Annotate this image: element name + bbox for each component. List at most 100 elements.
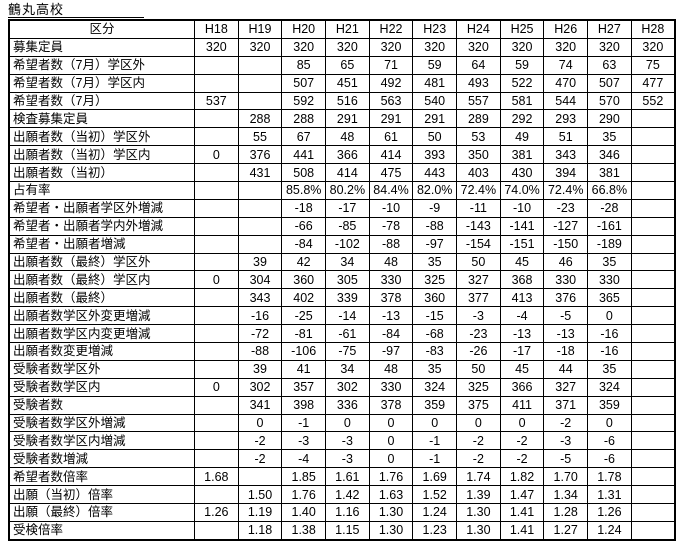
cell-value — [237, 73, 283, 93]
table-row: 受験者数 341 398 336 378 359 375 411 371 359 — [8, 395, 676, 415]
cell-value: 544 — [543, 91, 589, 111]
cell-value: 540 — [412, 91, 458, 111]
cell-value: -16 — [237, 306, 283, 326]
cell-value: -13 — [499, 324, 545, 344]
cell-value — [194, 73, 239, 93]
cell-value: 0 — [194, 145, 239, 165]
cell-value: 0 — [587, 413, 632, 433]
data-table: 区分 H18 H19 H20 H21 H22 H23 H24 H25 H26 H27 H28 募集定員… — [8, 19, 676, 541]
cell-value: 507 — [587, 73, 632, 93]
cell-value: 34 — [325, 359, 370, 379]
cell-value — [630, 431, 676, 451]
row-label: 希望者・出願者増減 — [8, 234, 195, 254]
sheet-title: 鶴丸高校 — [8, 2, 144, 18]
cell-value: 41 — [281, 359, 327, 379]
cell-value: 35 — [412, 359, 458, 379]
cell-value: 537 — [194, 91, 239, 111]
row-label: 受験者数学区内増減 — [8, 431, 195, 451]
cell-value: 85 — [281, 55, 327, 75]
cell-value: 1.26 — [587, 503, 632, 522]
cell-value: -2 — [499, 449, 545, 469]
cell-value: 381 — [499, 145, 545, 165]
cell-value: 75 — [630, 55, 676, 75]
cell-value: 1.30 — [368, 520, 414, 541]
cell-value: -189 — [587, 234, 632, 254]
table-row: 検査募集定員 288 288 291 291 291 289 292 293 290 — [8, 109, 676, 129]
cell-value — [630, 485, 676, 505]
table-row: 出願者数変更増減 -88 -106 -75 -97 -83 -26 -17 -18 -16 — [8, 342, 676, 361]
cell-value: 45 — [499, 252, 545, 272]
cell-value: 1.26 — [194, 503, 239, 522]
cell-value — [630, 288, 676, 308]
cell-value: 371 — [543, 395, 589, 415]
cell-value — [194, 359, 239, 379]
cell-value: 481 — [412, 73, 458, 93]
cell-value: 1.74 — [456, 467, 501, 487]
cell-value: 1.19 — [237, 503, 283, 522]
cell-value — [237, 234, 283, 254]
column-header-year: H20 — [281, 19, 327, 39]
cell-value: 411 — [499, 395, 545, 415]
cell-value: 55 — [237, 127, 283, 147]
cell-value: 1.24 — [587, 520, 632, 541]
cell-value: 39 — [237, 359, 283, 379]
cell-value: -151 — [499, 234, 545, 254]
column-header-category: 区分 — [8, 19, 195, 39]
cell-value: -4 — [499, 306, 545, 326]
cell-value: -16 — [587, 342, 632, 361]
cell-value: 1.30 — [368, 503, 414, 522]
cell-value — [630, 145, 676, 165]
cell-value: -3 — [543, 431, 589, 451]
cell-value: 1.42 — [325, 485, 370, 505]
column-header-year: H23 — [412, 19, 458, 39]
row-label: 出願者数（最終） — [8, 288, 195, 308]
cell-value: -17 — [325, 198, 370, 218]
cell-value: 1.68 — [194, 467, 239, 487]
cell-value — [237, 181, 283, 200]
cell-value: -1 — [281, 413, 327, 433]
cell-value: 1.41 — [499, 520, 545, 541]
cell-value: 304 — [237, 270, 283, 290]
cell-value: -78 — [368, 216, 414, 236]
cell-value: 581 — [499, 91, 545, 111]
cell-value: 0 — [368, 431, 414, 451]
table-row: 希望者・出願者学区外増減 -18 -17 -10 -9 -11 -10 -23 -28 — [8, 198, 676, 218]
cell-value: -127 — [543, 216, 589, 236]
column-header-year: H28 — [630, 19, 676, 39]
cell-value: 413 — [499, 288, 545, 308]
column-header-year: H24 — [456, 19, 501, 39]
cell-value — [630, 359, 676, 379]
cell-value: 1.38 — [281, 520, 327, 541]
cell-value: 360 — [412, 288, 458, 308]
cell-value: 302 — [325, 377, 370, 397]
cell-value: -84 — [368, 324, 414, 344]
row-label: 希望者・出願者学区外増減 — [8, 198, 195, 218]
cell-value: 71 — [368, 55, 414, 75]
cell-value — [194, 234, 239, 254]
cell-value: 1.27 — [543, 520, 589, 541]
cell-value: 507 — [281, 73, 327, 93]
cell-value: 394 — [543, 163, 589, 183]
cell-value: 0 — [194, 270, 239, 290]
cell-value: -10 — [368, 198, 414, 218]
cell-value: 339 — [325, 288, 370, 308]
cell-value: 343 — [543, 145, 589, 165]
cell-value: 63 — [587, 55, 632, 75]
cell-value: 59 — [499, 55, 545, 75]
table-row: 募集定員 320 320 320 320 320 320 320 320 320 320 320 — [8, 37, 676, 57]
row-label: 検査募集定員 — [8, 109, 195, 129]
cell-value: 393 — [412, 145, 458, 165]
table-row: 出願者数学区内変更増減 -72 -81 -61 -84 -68 -23 -13 -13 -16 — [8, 324, 676, 344]
cell-value: 366 — [499, 377, 545, 397]
cell-value — [630, 395, 676, 415]
row-label: 出願者数（当初） — [8, 163, 195, 183]
table-row: 希望者・出願者増減 -84 -102 -88 -97 -154 -151 -150 -189 — [8, 234, 676, 254]
cell-value: 1.41 — [499, 503, 545, 522]
cell-value: 290 — [587, 109, 632, 129]
cell-value: 325 — [412, 270, 458, 290]
column-header-year: H25 — [499, 19, 545, 39]
cell-value: 291 — [368, 109, 414, 129]
cell-value: 378 — [368, 288, 414, 308]
cell-value: -3 — [325, 431, 370, 451]
